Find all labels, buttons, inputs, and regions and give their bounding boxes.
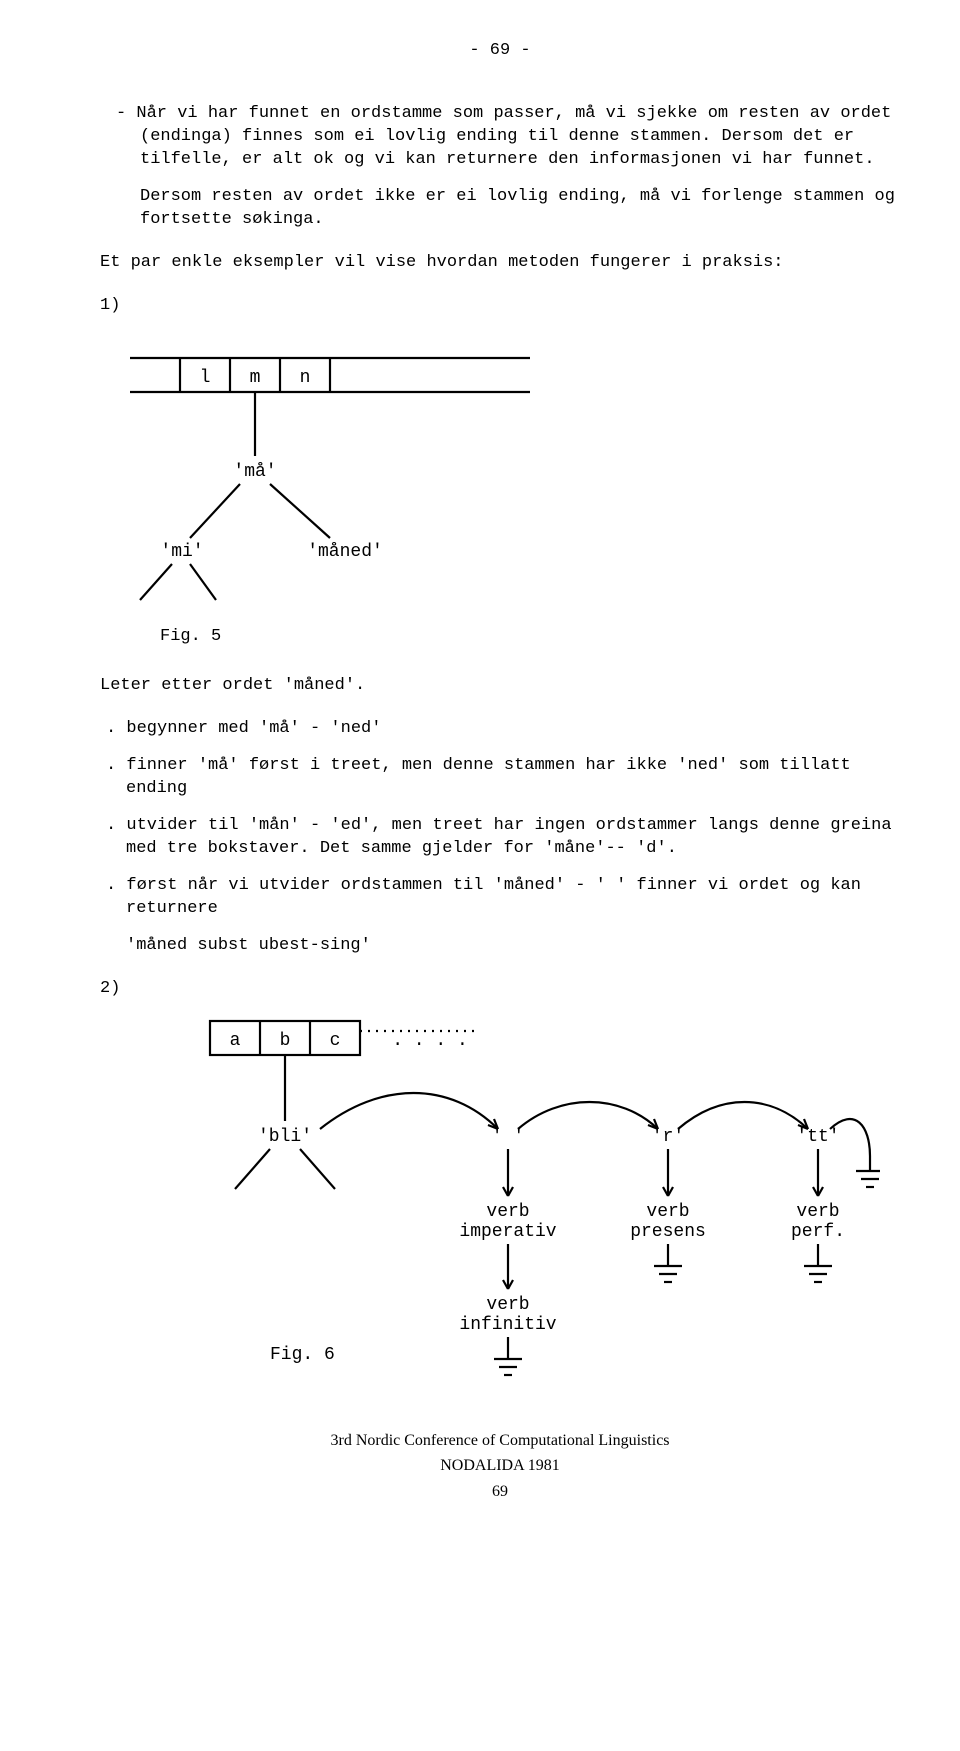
bullet-1: . begynner med 'må' - 'ned': [100, 718, 900, 741]
paragraph-2: Dersom resten av ordet ikke er ei lovlig…: [100, 186, 900, 232]
bullet-4: . først når vi utvider ordstammen til 'm…: [100, 875, 900, 921]
fig6-verb-inf-2: infinitiv: [459, 1315, 556, 1335]
fig6-cell-a: a: [230, 1031, 241, 1051]
fig6-verb-imp-1: verb: [486, 1202, 529, 1222]
fig5-left: 'mi': [160, 542, 203, 562]
fig6-verb-perf-2: perf.: [791, 1222, 845, 1242]
citation-line-3: 69: [100, 1481, 900, 1503]
fig5-cell-m: m: [250, 368, 261, 388]
result-quote: 'måned subst ubest-sing': [126, 935, 900, 958]
fig6-dots: . . . .: [392, 1031, 468, 1051]
paragraph-1: - Når vi har funnet en ordstamme som pas…: [100, 103, 900, 172]
example-1-label: 1): [100, 295, 900, 318]
fig6-tt: 'tt': [796, 1127, 839, 1147]
fig6-verb-pres-1: verb: [646, 1202, 689, 1222]
citation-line-2: NODALIDA 1981: [100, 1455, 900, 1477]
paragraph-3: Et par enkle eksempler vil vise hvordan …: [100, 252, 900, 275]
fig5-cell-l: l: [200, 368, 211, 388]
page-number-top: - 69 -: [100, 40, 900, 63]
bullet-3: . utvider til 'mån' - 'ed', men treet ha…: [100, 815, 900, 861]
fig6-cell-b: b: [280, 1031, 291, 1051]
figure-6-caption: Fig. 6: [270, 1345, 335, 1365]
fig6-verb-perf-1: verb: [796, 1202, 839, 1222]
fig6-verb-imp-2: imperativ: [459, 1222, 556, 1242]
figure-6: a b c . . . . 'bli' ' ' 'r' 'tt' verb im…: [120, 1011, 900, 1420]
citation-line-1: 3rd Nordic Conference of Computational L…: [100, 1430, 900, 1452]
fig5-cell-n: n: [300, 368, 311, 388]
figure-5: l m n 'må' 'mi' 'måned': [120, 328, 900, 617]
fig6-verb-inf-1: verb: [486, 1295, 529, 1315]
fig6-verb-pres-2: presens: [630, 1222, 706, 1242]
example-2-label: 2): [100, 978, 900, 1001]
figure-5-caption: Fig. 5: [160, 626, 900, 649]
fig6-r: 'r': [652, 1127, 684, 1147]
fig5-root: 'må': [233, 462, 276, 482]
fig6-cell-c: c: [330, 1031, 341, 1051]
after-fig5-title: Leter etter ordet 'måned'.: [100, 675, 900, 698]
fig5-right: 'måned': [307, 542, 383, 562]
fig6-quote: ' ': [492, 1127, 524, 1147]
fig6-bli: 'bli': [258, 1127, 312, 1147]
bullet-2: . finner 'må' først i treet, men denne s…: [100, 755, 900, 801]
